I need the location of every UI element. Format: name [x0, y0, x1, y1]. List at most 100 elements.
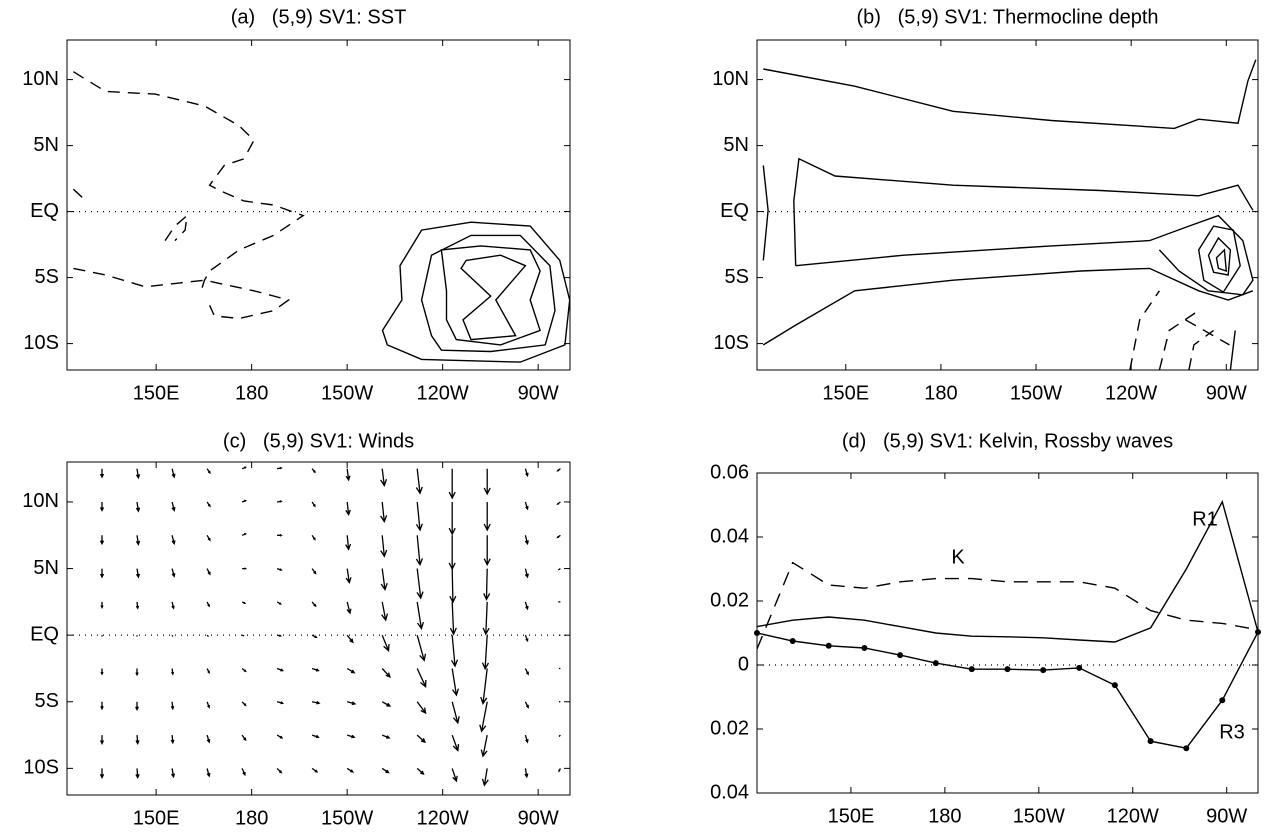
wind-arrow [311, 568, 317, 575]
wind-arrow [381, 701, 392, 707]
wind-arrow [276, 634, 283, 637]
wind-arrow [451, 668, 460, 697]
contour-line [1129, 290, 1160, 370]
wind-arrow [416, 601, 425, 630]
x-tick-label: 150E [828, 805, 875, 827]
wind-arrow [347, 701, 357, 706]
wind-arrow [380, 535, 388, 558]
wind-arrow [524, 734, 529, 744]
plot-area [67, 466, 570, 817]
wind-arrow [206, 701, 211, 709]
wind-arrow [347, 802, 351, 806]
wind-arrow [381, 734, 391, 739]
wind-arrow [241, 734, 247, 742]
wind-arrow [100, 701, 104, 711]
y-tick-label: 10S [713, 332, 749, 354]
wind-arrow [558, 768, 561, 773]
contour-line [795, 214, 1254, 296]
x-tick-label: 150E [133, 382, 180, 404]
wind-arrow [483, 802, 488, 817]
wind-arrow [135, 668, 139, 677]
contour-line [1188, 329, 1215, 370]
axes-frame [756, 472, 1259, 794]
y-tick-label: 5S [35, 266, 59, 288]
contour-line [1229, 330, 1236, 370]
contour-line [381, 221, 570, 363]
series-marker [1040, 667, 1047, 674]
y-tick-label: 0.04 [710, 781, 749, 803]
wind-arrow [311, 534, 316, 541]
x-tick-label: 150E [822, 382, 869, 404]
wind-arrow [481, 768, 489, 787]
wind-arrow [206, 768, 211, 778]
wind-arrow [241, 701, 247, 707]
wind-arrow [171, 601, 175, 610]
panel-title: (b) (5,9) SV1: Thermocline depth [857, 6, 1159, 28]
y-tick-label: 5N [33, 557, 59, 579]
wind-arrow [241, 466, 247, 470]
wind-arrow [171, 634, 174, 637]
y-tick-label: EQ [30, 200, 59, 222]
wind-arrow [276, 667, 285, 672]
wind-arrow [416, 635, 427, 662]
wind-arrow [241, 634, 245, 637]
wind-arrow [449, 601, 457, 636]
y-tick-label: 10N [712, 68, 749, 90]
wind-arrow [380, 501, 388, 524]
y-tick-label: 10S [23, 757, 59, 779]
contour-line [793, 157, 1254, 266]
wind-arrow [99, 568, 105, 579]
wind-arrow [135, 768, 140, 779]
wind-arrow [311, 700, 321, 705]
axes-frame [756, 39, 1259, 371]
wind-arrow [483, 468, 491, 496]
wind-arrow [449, 568, 457, 604]
series-line [757, 561, 1258, 650]
wind-arrow [556, 468, 561, 472]
wind-arrow [415, 468, 423, 495]
y-tick-label: 5S [35, 690, 59, 712]
wind-arrow [345, 501, 351, 517]
wind-arrow [524, 768, 529, 779]
wind-arrow [382, 802, 387, 808]
contour-line [72, 188, 87, 202]
contour-line [762, 267, 1254, 346]
series-marker [897, 652, 904, 659]
wind-arrow [100, 802, 103, 811]
wind-arrow [556, 501, 561, 506]
series-marker [968, 666, 975, 673]
wind-arrow [276, 601, 282, 605]
wind-arrow [171, 568, 176, 578]
contour-line [1215, 248, 1228, 272]
wind-arrow [416, 767, 425, 775]
wind-arrow [524, 601, 529, 611]
series-marker [789, 638, 796, 644]
wind-arrow [311, 634, 318, 638]
wind-arrow [558, 734, 561, 737]
x-tick-label: 90W [518, 382, 559, 404]
wind-arrow [276, 500, 283, 503]
x-tick-label: 180 [928, 805, 961, 827]
wind-arrow [311, 667, 320, 672]
wind-arrow [381, 668, 391, 678]
wind-arrow [481, 635, 490, 671]
y-tick-label: 5N [723, 134, 749, 156]
contour-line [420, 234, 556, 353]
y-tick-label: 5N [33, 134, 59, 156]
x-tick-label: 90W [1206, 805, 1247, 827]
y-tick-label: 0.06 [710, 461, 749, 483]
wind-arrow [381, 634, 390, 652]
series-marker [1111, 682, 1118, 689]
wind-arrow [241, 533, 247, 536]
wind-arrow [559, 802, 561, 806]
x-tick-label: 90W [1206, 382, 1247, 404]
wind-arrow [480, 734, 488, 758]
contour-line [73, 267, 291, 320]
plot-area [757, 59, 1258, 370]
wind-arrow [135, 568, 141, 579]
y-tick-label: 10N [22, 490, 59, 512]
wind-arrow [99, 735, 105, 745]
wind-arrow [135, 601, 140, 610]
x-tick-label: 120W [1107, 805, 1159, 827]
